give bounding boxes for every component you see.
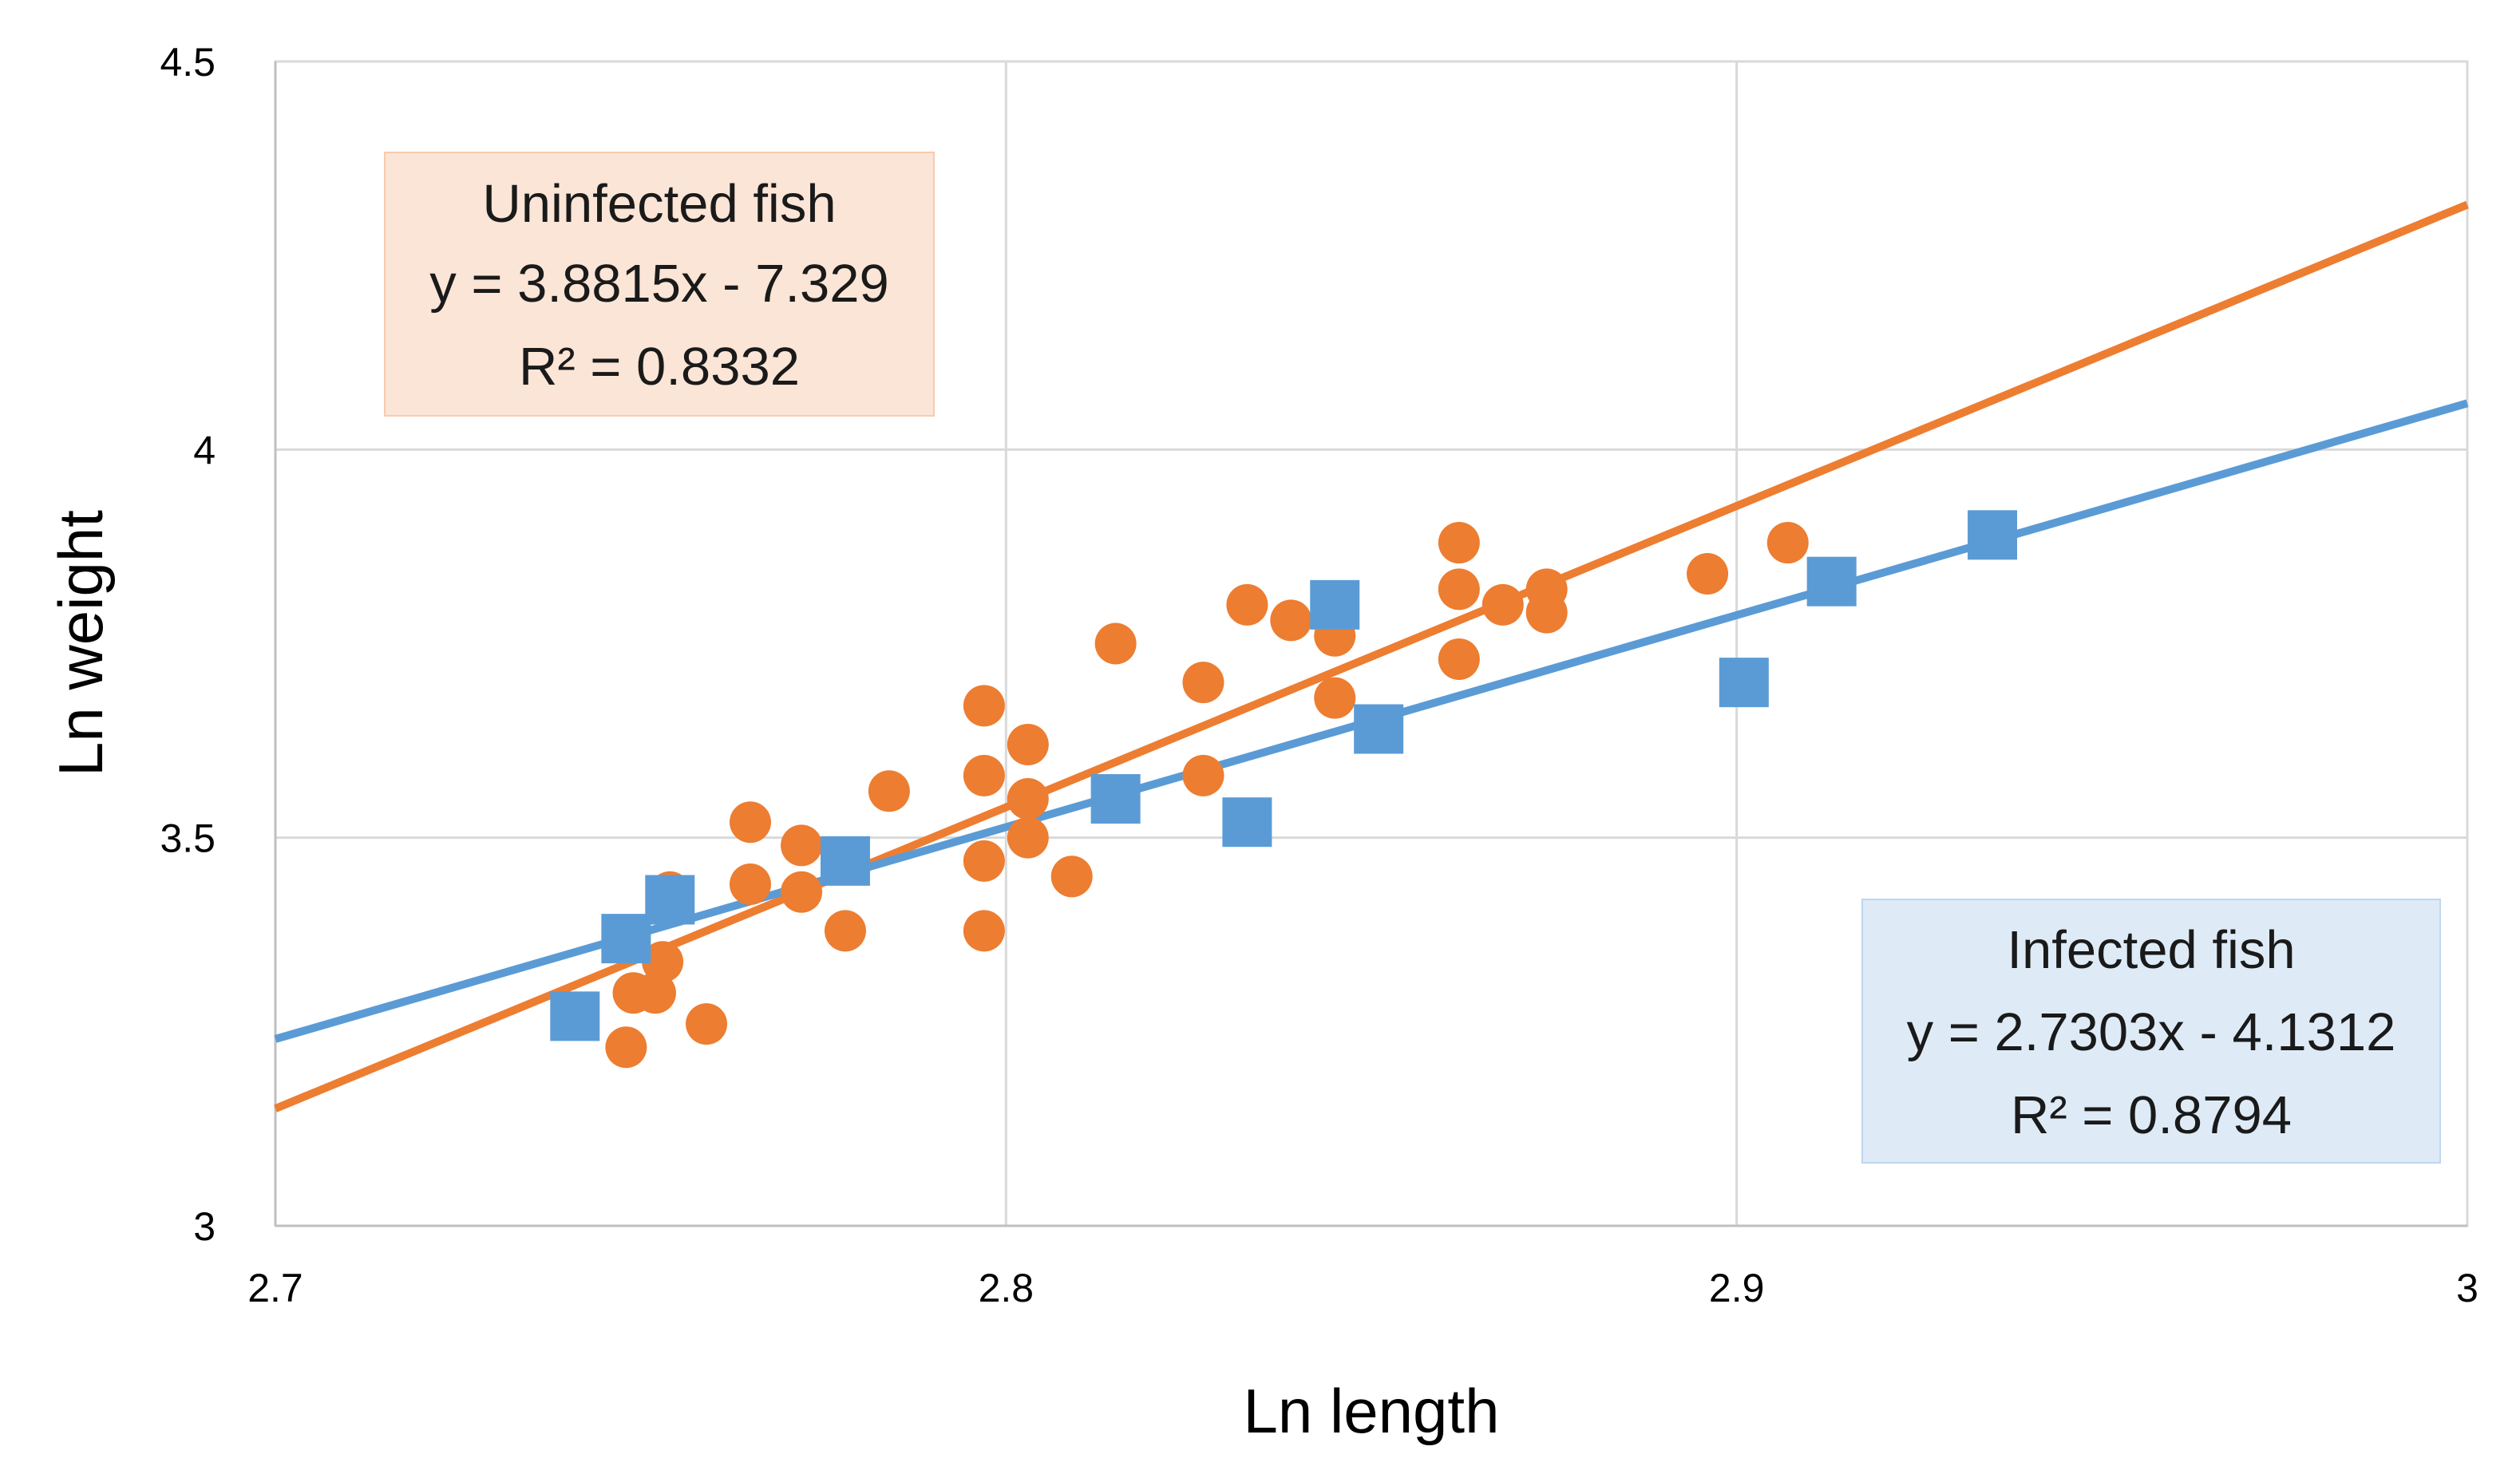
infected-point bbox=[1354, 704, 1404, 754]
x-tick-label: 3 bbox=[2456, 1266, 2478, 1310]
uninfected-point bbox=[824, 910, 866, 952]
uninfected-point bbox=[605, 1026, 647, 1069]
y-axis-title: Ln weight bbox=[45, 510, 116, 777]
uninfected-point bbox=[1482, 583, 1524, 626]
uninfected-point bbox=[868, 770, 910, 812]
uninfected-point bbox=[729, 863, 771, 906]
uninfected-point bbox=[1182, 662, 1224, 704]
tick-labels: 2.7 2.8 2.9 3 3 3.5 4 4.5 bbox=[160, 40, 2478, 1310]
uninfected-point bbox=[686, 1003, 728, 1045]
uninfected-point bbox=[1226, 583, 1268, 626]
infected-annotation-equation: y = 2.7303x - 4.1312 bbox=[1907, 1002, 2396, 1062]
uninfected-point bbox=[1270, 599, 1312, 642]
infected-annotation-r2: R² = 0.8794 bbox=[2011, 1085, 2292, 1145]
uninfected-point bbox=[1438, 638, 1480, 680]
uninfected-point bbox=[1766, 522, 1809, 564]
uninfected-point bbox=[1314, 677, 1356, 719]
uninfected-point bbox=[1182, 754, 1224, 796]
uninfected-point bbox=[781, 824, 823, 867]
uninfected-point bbox=[729, 801, 771, 844]
infected-point bbox=[601, 914, 651, 964]
infected-point bbox=[1090, 774, 1141, 824]
infected-annotation: Infected fish y = 2.7303x - 4.1312 R² = … bbox=[1861, 899, 2441, 1164]
uninfected-point bbox=[963, 840, 1005, 882]
uninfected-annotation: Uninfected fish y = 3.8815x - 7.329 R² =… bbox=[384, 152, 935, 417]
uninfected-point bbox=[634, 972, 676, 1014]
x-axis-title: Ln length bbox=[1244, 1376, 1500, 1446]
infected-point bbox=[1310, 579, 1360, 630]
data-points bbox=[550, 510, 2018, 1069]
uninfected-point bbox=[963, 754, 1005, 796]
uninfected-point bbox=[642, 941, 684, 983]
y-tick-label: 4.5 bbox=[160, 40, 216, 85]
uninfected-annotation-r2: R² = 0.8332 bbox=[519, 337, 800, 397]
uninfected-point bbox=[1525, 568, 1568, 611]
infected-annotation-title: Infected fish bbox=[2007, 920, 2295, 980]
x-tick-label: 2.8 bbox=[979, 1266, 1035, 1310]
y-tick-label: 4 bbox=[193, 428, 216, 472]
uninfected-annotation-box bbox=[384, 152, 935, 417]
uninfected-point bbox=[1007, 778, 1049, 820]
infected-point bbox=[1719, 658, 1769, 708]
uninfected-point bbox=[1438, 522, 1480, 564]
uninfected-point bbox=[1094, 622, 1137, 665]
uninfected-point bbox=[1050, 856, 1093, 898]
infected-annotation-box bbox=[1861, 899, 2441, 1164]
uninfected-point bbox=[1687, 552, 1729, 595]
infected-point bbox=[1806, 556, 1857, 607]
uninfected-point bbox=[781, 871, 823, 913]
uninfected-annotation-equation: y = 3.8815x - 7.329 bbox=[429, 254, 889, 314]
uninfected-point bbox=[963, 910, 1005, 952]
y-tick-label: 3 bbox=[193, 1204, 216, 1249]
gridlines bbox=[274, 60, 2469, 1227]
uninfected-point bbox=[1007, 816, 1049, 859]
uninfected-annotation-title: Uninfected fish bbox=[482, 174, 836, 234]
y-tick-label: 3.5 bbox=[160, 816, 216, 861]
series-infected bbox=[550, 510, 2018, 1041]
uninfected-point bbox=[1007, 723, 1049, 765]
uninfected-point bbox=[963, 685, 1005, 727]
uninfected-point bbox=[1438, 568, 1480, 611]
infected-point bbox=[645, 875, 695, 925]
infected-point bbox=[820, 836, 870, 886]
infected-point bbox=[1968, 510, 2018, 560]
x-tick-label: 2.9 bbox=[1709, 1266, 1765, 1310]
infected-point bbox=[1222, 797, 1272, 848]
infected-point bbox=[550, 991, 600, 1041]
x-tick-label: 2.7 bbox=[247, 1266, 303, 1310]
